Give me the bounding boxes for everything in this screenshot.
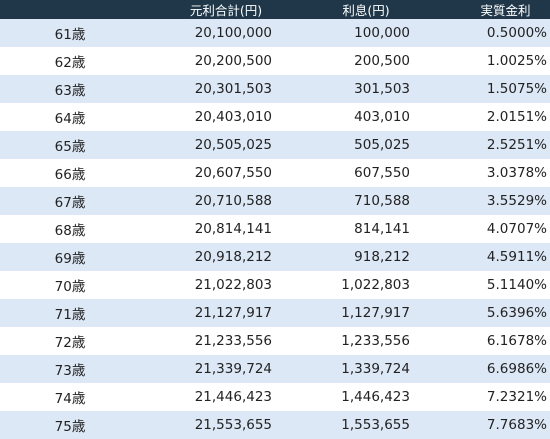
table-row: 64歳 20,403,010 403,010 2.0151% bbox=[0, 103, 550, 131]
cell-age: 73歳 bbox=[54, 363, 86, 379]
cell-interest: 814,141 bbox=[354, 221, 410, 237]
cell-total: 21,022,803 bbox=[194, 277, 272, 293]
header-total: 元利合計(円) bbox=[189, 3, 263, 18]
cell-age: 72歳 bbox=[54, 335, 86, 351]
cell-total: 20,200,500 bbox=[194, 53, 272, 69]
cell-interest: 710,588 bbox=[354, 193, 410, 209]
table-row: 72歳 21,233,556 1,233,556 6.1678% bbox=[0, 327, 550, 355]
cell-rate: 3.5529% bbox=[486, 193, 547, 209]
cell-interest: 1,446,423 bbox=[341, 389, 410, 405]
cell-age: 61歳 bbox=[54, 27, 86, 43]
cell-rate: 7.7683% bbox=[486, 417, 547, 433]
table-row: 65歳 20,505,025 505,025 2.5251% bbox=[0, 131, 550, 159]
cell-interest: 1,553,655 bbox=[341, 417, 410, 433]
cell-age: 74歳 bbox=[54, 391, 86, 407]
table-row: 68歳 20,814,141 814,141 4.0707% bbox=[0, 215, 550, 243]
table-row: 71歳 21,127,917 1,127,917 5.6396% bbox=[0, 299, 550, 327]
cell-interest: 1,127,917 bbox=[341, 305, 410, 321]
cell-interest: 1,233,556 bbox=[341, 333, 410, 349]
cell-rate: 2.5251% bbox=[486, 137, 547, 153]
cell-rate: 0.5000% bbox=[486, 25, 547, 41]
cell-total: 21,446,423 bbox=[194, 389, 272, 405]
header-rate: 実質金利 bbox=[480, 3, 531, 18]
cell-rate: 4.5911% bbox=[486, 249, 547, 265]
cell-rate: 6.6986% bbox=[486, 361, 547, 377]
cell-interest: 1,022,803 bbox=[341, 277, 410, 293]
table-body: 61歳 20,100,000 100,000 0.5000% 62歳 20,200,500… bbox=[0, 19, 550, 439]
table-row: 66歳 20,607,550 607,550 3.0378% bbox=[0, 159, 550, 187]
cell-total: 20,918,212 bbox=[194, 249, 272, 265]
cell-age: 64歳 bbox=[54, 111, 86, 127]
cell-interest: 403,010 bbox=[354, 109, 410, 125]
table-row: 75歳 21,553,655 1,553,655 7.7683% bbox=[0, 411, 550, 439]
cell-rate: 1.5075% bbox=[486, 81, 547, 97]
cell-age: 68歳 bbox=[54, 223, 86, 239]
cell-total: 21,233,556 bbox=[194, 333, 272, 349]
table-row: 62歳 20,200,500 200,500 1.0025% bbox=[0, 47, 550, 75]
table-row: 70歳 21,022,803 1,022,803 5.1140% bbox=[0, 271, 550, 299]
cell-age: 71歳 bbox=[54, 307, 86, 323]
cell-age: 70歳 bbox=[54, 279, 86, 295]
cell-interest: 200,500 bbox=[354, 53, 410, 69]
table-row: 73歳 21,339,724 1,339,724 6.6986% bbox=[0, 355, 550, 383]
cell-age: 62歳 bbox=[54, 55, 86, 71]
cell-interest: 918,212 bbox=[354, 249, 410, 265]
cell-total: 21,553,655 bbox=[194, 417, 272, 433]
cell-age: 65歳 bbox=[54, 139, 86, 155]
cell-interest: 505,025 bbox=[354, 137, 410, 153]
cell-rate: 6.1678% bbox=[486, 333, 547, 349]
cell-interest: 100,000 bbox=[354, 25, 410, 41]
cell-rate: 1.0025% bbox=[486, 53, 547, 69]
table-row: 63歳 20,301,503 301,503 1.5075% bbox=[0, 75, 550, 103]
cell-total: 21,127,917 bbox=[194, 305, 272, 321]
cell-interest: 607,550 bbox=[354, 165, 410, 181]
cell-interest: 301,503 bbox=[354, 81, 410, 97]
table-row: 69歳 20,918,212 918,212 4.5911% bbox=[0, 243, 550, 271]
cell-rate: 5.6396% bbox=[486, 305, 547, 321]
cell-total: 20,100,000 bbox=[194, 25, 272, 41]
table-row: 74歳 21,446,423 1,446,423 7.2321% bbox=[0, 383, 550, 411]
cell-age: 66歳 bbox=[54, 167, 86, 183]
cell-interest: 1,339,724 bbox=[341, 361, 410, 377]
cell-rate: 4.0707% bbox=[486, 221, 547, 237]
table-row: 67歳 20,710,588 710,588 3.5529% bbox=[0, 187, 550, 215]
cell-total: 20,301,503 bbox=[194, 81, 272, 97]
cell-total: 20,814,141 bbox=[194, 221, 272, 237]
table-row: 61歳 20,100,000 100,000 0.5000% bbox=[0, 19, 550, 47]
cell-total: 21,339,724 bbox=[194, 361, 272, 377]
cell-rate: 5.1140% bbox=[486, 277, 547, 293]
header-interest: 利息(円) bbox=[342, 3, 390, 18]
cell-total: 20,505,025 bbox=[194, 137, 272, 153]
cell-age: 69歳 bbox=[54, 251, 86, 267]
cell-age: 63歳 bbox=[54, 83, 86, 99]
cell-rate: 7.2321% bbox=[486, 389, 547, 405]
cell-total: 20,710,588 bbox=[194, 193, 272, 209]
cell-age: 67歳 bbox=[54, 195, 86, 211]
cell-rate: 2.0151% bbox=[486, 109, 547, 125]
cell-total: 20,607,550 bbox=[194, 165, 272, 181]
table-header: 元利合計(円) 利息(円) 実質金利 bbox=[0, 0, 550, 19]
cell-age: 75歳 bbox=[54, 419, 86, 435]
cell-rate: 3.0378% bbox=[486, 165, 547, 181]
cell-total: 20,403,010 bbox=[194, 109, 272, 125]
